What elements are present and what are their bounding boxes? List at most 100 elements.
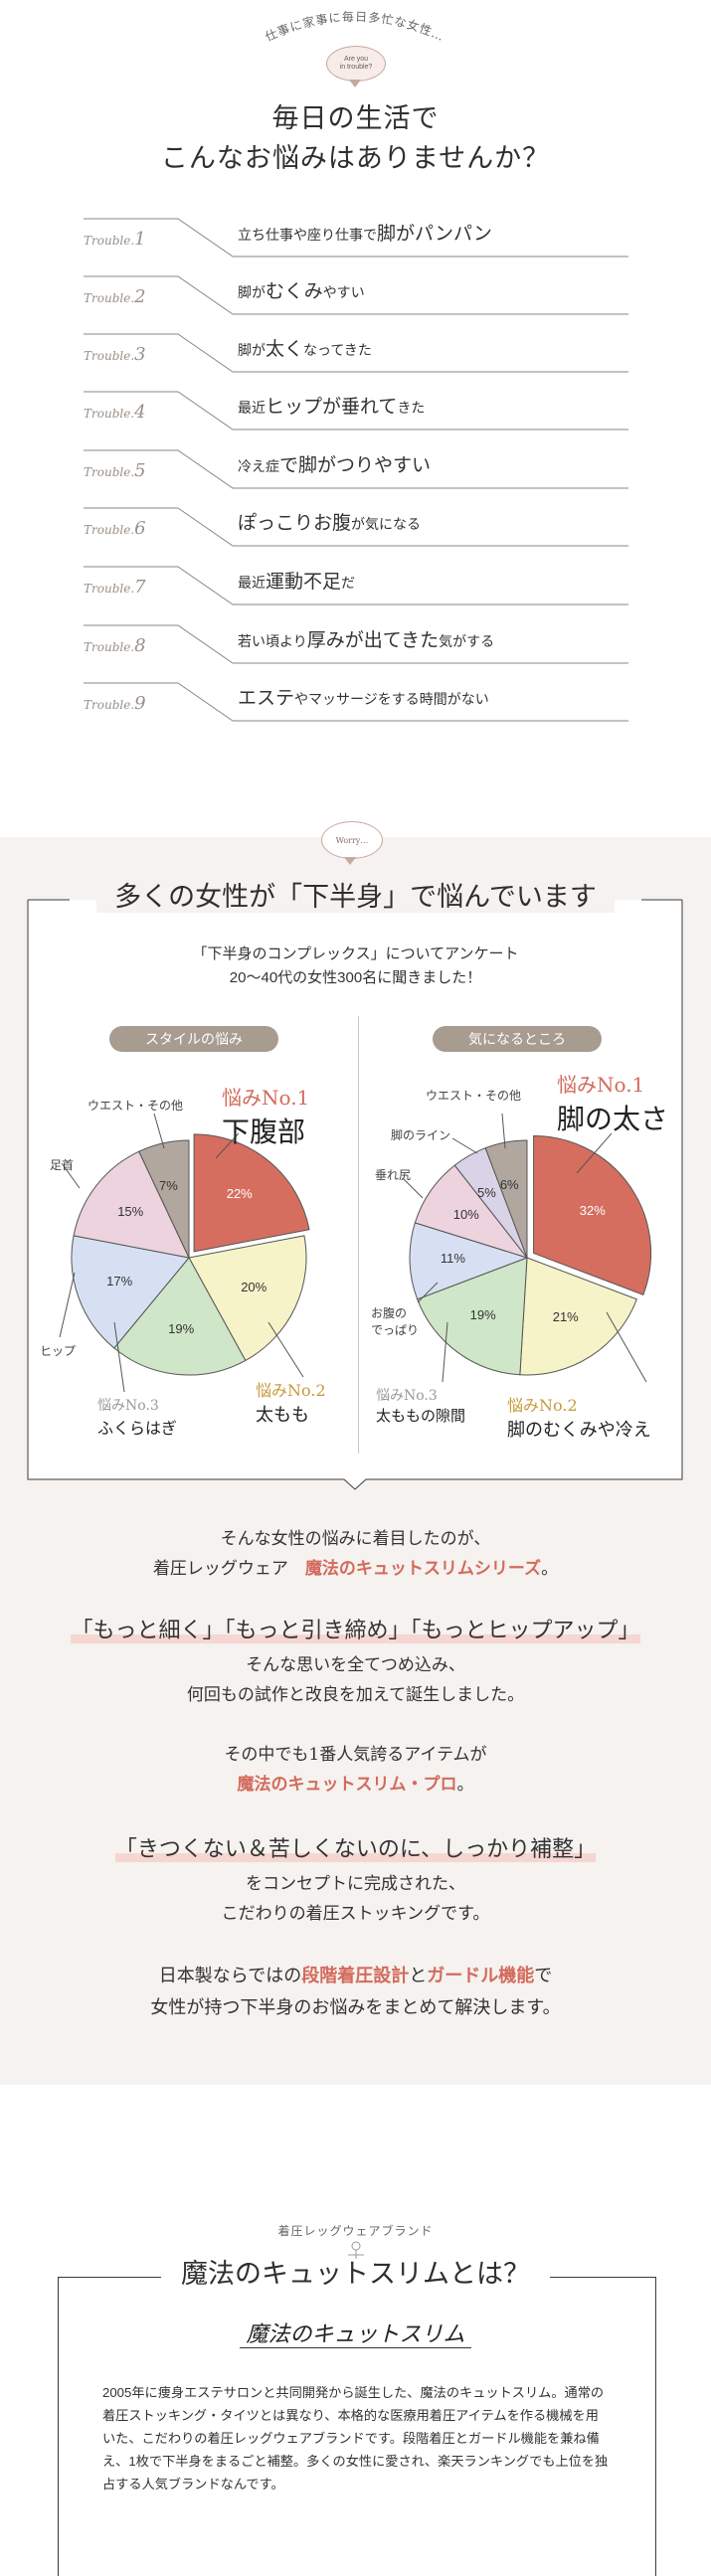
trouble-label: Trouble.1 (84, 229, 146, 250)
hero-title: 毎日の生活で こんなお悩みはありませんか？ (0, 99, 711, 179)
left-no3-tag: 悩みNo.3 (97, 1398, 159, 1414)
trouble-label: Trouble.7 (84, 577, 146, 598)
left-no1-text: 下腹部 (222, 1116, 306, 1147)
trouble-text-emphasis: 運動不足 (266, 572, 342, 593)
trouble-text: ぽっこりお腹が気になる (238, 508, 421, 535)
trouble-text-pre: 最近 (238, 575, 266, 591)
brand-eyebrow: 着圧レッグウェアブランド (277, 2224, 434, 2238)
pie-slice-1 (533, 1134, 652, 1295)
right-no1: 悩みNo.1 脚の太さ (557, 1069, 668, 1137)
left-chart-pill: スタイルの悩み (109, 1026, 278, 1052)
pie-value-label: 6% (499, 1177, 519, 1193)
pie-slice-2 (519, 1257, 637, 1376)
trouble-line (84, 275, 628, 315)
pie-slice-3 (113, 1257, 247, 1376)
pie-slice-1 (193, 1133, 310, 1253)
trouble-item: Trouble.4 最近ヒップが垂れてきた (84, 380, 628, 435)
message-p1-pre: 着圧レッグウェア (152, 1559, 288, 1579)
trouble-item: Trouble.5 冷え症で脚がつりやすい (84, 438, 628, 494)
trouble-number: 7 (134, 577, 146, 598)
message-p1-line1: そんな女性の悩みに着目したのが、 (220, 1529, 491, 1549)
right-no1-tag: 悩みNo.1 (557, 1073, 645, 1097)
right-no3: 悩みNo.3 太ももの隙間 (376, 1385, 465, 1426)
right-no2-tag: 悩みNo.2 (507, 1396, 578, 1415)
trouble-text: 脚が太くなってきた (238, 334, 372, 361)
trouble-text-post: きた (397, 400, 426, 416)
pie-value-label: 19% (168, 1320, 195, 1336)
trouble-label-prefix: Trouble. (84, 582, 135, 596)
pie-value-label: 20% (241, 1280, 267, 1295)
message-p5-line2: 女性が持つ下半身のお悩みをまとめて解決します。 (150, 1997, 561, 2018)
trouble-text: 若い頃より厚みが出てきた気がする (238, 625, 494, 652)
right-label-waist: ウエスト・その他 (426, 1089, 522, 1103)
trouble-text-emphasis: 厚みが出てきた (306, 630, 440, 651)
hero-arc-text: 仕事に家事に毎日多忙な女性… (264, 9, 446, 44)
message-p1-line2: 着圧レッグウェア 魔法のキュットスリムシリーズ。 (0, 1554, 711, 1584)
message-p5-post: で (534, 1966, 553, 1986)
pie-chart-concern-areas (409, 1134, 652, 1376)
pie-slice-2 (188, 1235, 307, 1362)
message-p1-post: 。 (541, 1559, 559, 1579)
trouble-line (84, 391, 628, 430)
pie-slice-7 (484, 1139, 528, 1259)
leader-lines (59, 1113, 647, 1393)
message-p4-big-text: 「きつくない＆苦しくないのに、しっかり補整」 (114, 1837, 597, 1862)
trouble-item: Trouble.1 立ち仕事や座り仕事で脚がパンパン (84, 207, 628, 262)
pie-value-label: 17% (106, 1273, 133, 1288)
trouble-item: Trouble.7 最近運動不足だ (84, 555, 628, 610)
trouble-line (84, 566, 628, 605)
trouble-number: 9 (134, 693, 146, 714)
message-p4-big: 「きつくない＆苦しくないのに、しっかり補整」 (0, 1831, 711, 1863)
trouble-label: Trouble.9 (84, 693, 146, 714)
brand-figure-icon (348, 2241, 364, 2278)
trouble-number: 3 (134, 344, 146, 365)
message-p2-line2: 何回もの試作と改良を加えて誕生しました。 (186, 1685, 525, 1705)
hero-title-line2: こんなお悩みはありませんか？ (160, 143, 551, 174)
trouble-line (84, 449, 628, 489)
message-p2-big: 「もっと細く」「もっと引き締め」「もっとヒップアップ」 (0, 1613, 711, 1644)
trouble-text: 最近運動不足だ (238, 567, 355, 594)
trouble-text-post: なってきた (303, 342, 372, 358)
trouble-label: Trouble.6 (84, 518, 146, 539)
trouble-text: 脚がむくみやすい (238, 276, 365, 303)
right-no2-text: 脚のむくみや冷え (507, 1420, 651, 1440)
message-p3-post: 。 (456, 1775, 474, 1795)
trouble-text-post: だ (341, 575, 356, 591)
message-p4-line1: をコンセプトに完成された、 (246, 1874, 465, 1894)
pie-value-label: 11% (440, 1251, 465, 1267)
message-p5: 日本製ならではの段階着圧設計とガードル機能で 女性が持つ下半身のお悩みをまとめて… (0, 1961, 711, 2024)
left-no2-tag: 悩みNo.2 (256, 1381, 326, 1400)
trouble-label: Trouble.2 (84, 286, 146, 307)
message-p5-pre: 日本製ならではの (158, 1966, 302, 1986)
trouble-text-post: 気がする (439, 633, 495, 649)
left-no3: 悩みNo.3 ふくらはぎ (97, 1395, 177, 1439)
message-p4: をコンセプトに完成された、 こだわりの着圧ストッキングです。 (0, 1869, 711, 1929)
trouble-text: 立ち仕事や座り仕事で脚がパンパン (238, 219, 492, 246)
pie-slice-5 (73, 1150, 190, 1259)
right-label-legline: 脚のライン (391, 1128, 451, 1142)
trouble-line (84, 624, 628, 664)
pie-slice-6 (138, 1139, 190, 1259)
trouble-number: 2 (134, 286, 146, 307)
trouble-text-pre: 脚が (238, 342, 266, 358)
trouble-text-pre: 冷え症 (238, 458, 279, 474)
trouble-label-prefix: Trouble. (84, 407, 135, 421)
survey-title-text: 多くの女性が「下半身」で悩んでいます (96, 882, 615, 913)
message-p5-feature1: 段階着圧設計 (301, 1966, 410, 1986)
message-p4-line2: こだわりの着圧ストッキングです。 (221, 1904, 490, 1924)
right-no2: 悩みNo.2 脚のむくみや冷え (507, 1392, 651, 1442)
trouble-text-emphasis: ぽっこりお腹 (238, 513, 352, 534)
left-no1: 悩みNo.1 下腹部 (222, 1082, 309, 1150)
trouble-text-pre: 脚が (238, 284, 266, 300)
message-p3: その中でも1番人気誇るアイテムが 魔法のキュットスリム・プロ。 (0, 1740, 711, 1800)
trouble-text-emphasis: 脚がパンパン (377, 224, 492, 245)
trouble-item: Trouble.8 若い頃より厚みが出てきた気がする (84, 613, 628, 669)
trouble-item: Trouble.9 エステやマッサージをする時間がない (84, 671, 628, 727)
left-no2: 悩みNo.2 太もも (256, 1377, 326, 1427)
message-product-name: 魔法のキュットスリム・プロ (237, 1775, 457, 1795)
pie-value-label: 7% (159, 1177, 178, 1193)
pie-slice-4 (409, 1222, 529, 1300)
trouble-number: 4 (134, 402, 146, 423)
survey-sub-line1: 「下半身のコンプレックス」についてアンケート (192, 945, 519, 962)
